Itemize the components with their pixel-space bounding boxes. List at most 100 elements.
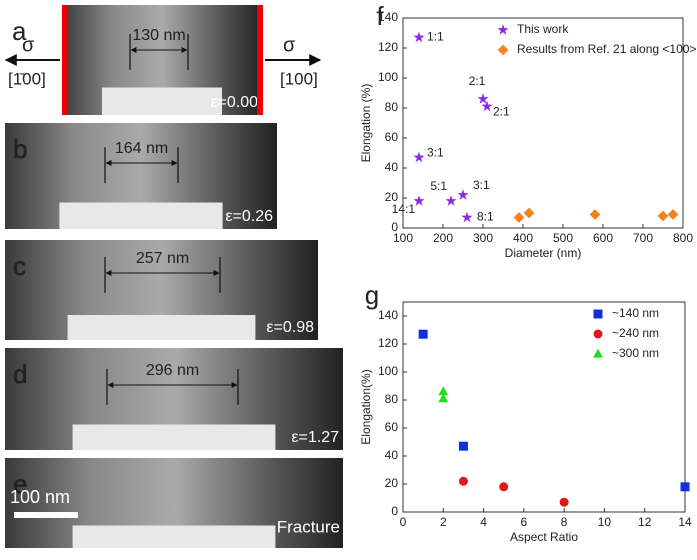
- point: [458, 441, 468, 451]
- point: [523, 207, 535, 219]
- point: [413, 151, 425, 163]
- y-tick-label: 120: [378, 336, 398, 350]
- point-label: 8:1: [477, 210, 494, 224]
- point: [413, 31, 425, 43]
- legend-marker: [497, 44, 509, 56]
- point: [418, 329, 428, 339]
- x-tick-label: 14: [678, 515, 692, 529]
- tem-bright: [59, 202, 223, 229]
- y-axis-label: Elongation(%): [359, 369, 373, 444]
- x-tick-label: 8: [561, 515, 568, 529]
- length-label: 130 nm: [132, 27, 185, 44]
- point: [513, 212, 525, 223]
- x-tick-label: 12: [638, 515, 652, 529]
- x-tick-label: 200: [433, 231, 453, 245]
- x-tick-label: 100: [393, 231, 413, 245]
- y-tick-label: 120: [378, 40, 398, 54]
- y-tick-label: 60: [385, 420, 399, 434]
- y-tick-label: 40: [385, 160, 399, 174]
- strain-label: ε=0.26: [225, 208, 273, 225]
- legend-label: ~240 nm: [612, 326, 659, 340]
- tem-bright: [72, 525, 276, 548]
- panel-letter: e: [13, 469, 27, 499]
- y-tick-label: 140: [378, 308, 398, 322]
- point: [458, 476, 468, 486]
- y-tick-label: 80: [385, 100, 399, 114]
- point-label: 1:1: [427, 30, 444, 44]
- point: [438, 393, 449, 403]
- direction-label: [100]: [280, 69, 318, 88]
- strain-label: ε=1.27: [291, 429, 339, 446]
- point: [457, 189, 469, 200]
- point-label: 3:1: [473, 178, 490, 192]
- stress-symbol: σ: [22, 34, 35, 56]
- scale-bar: [14, 512, 78, 518]
- strain-label: ε=0.98: [266, 319, 314, 336]
- panel-letter: b: [13, 134, 27, 164]
- point: [589, 209, 601, 220]
- x-tick-label: 800: [673, 231, 693, 245]
- point: [680, 482, 690, 492]
- y-tick-label: 140: [378, 10, 398, 24]
- point: [657, 210, 669, 222]
- x-tick-label: 2: [440, 515, 447, 529]
- point: [461, 211, 473, 223]
- scale-label: 100 nm: [10, 487, 70, 507]
- plot-frame: [402, 17, 684, 229]
- legend-marker: [593, 309, 603, 319]
- x-tick-label: 400: [513, 231, 533, 245]
- direction-label: [1̄00]: [8, 69, 46, 88]
- point: [438, 386, 449, 396]
- y-tick-label: 20: [385, 476, 399, 490]
- x-tick-label: 10: [598, 515, 612, 529]
- point: [559, 497, 569, 507]
- stress-symbol: σ: [283, 34, 296, 56]
- y-tick-label: 80: [385, 392, 399, 406]
- length-label: 296 nm: [146, 362, 199, 379]
- tem-bright: [72, 424, 276, 450]
- grip: [62, 5, 68, 115]
- panel-letter: c: [13, 251, 26, 281]
- legend-label: ~300 nm: [612, 346, 659, 360]
- x-tick-label: 500: [553, 231, 573, 245]
- panel-letter: g: [365, 280, 379, 310]
- y-tick-label: 20: [385, 190, 399, 204]
- point-label: 2:1: [493, 105, 510, 119]
- x-tick-label: 0: [400, 515, 407, 529]
- x-tick-label: 300: [473, 231, 493, 245]
- point-label: 14:1: [392, 202, 416, 216]
- legend-label: ~140 nm: [612, 306, 659, 320]
- grip: [257, 5, 263, 115]
- point: [499, 482, 509, 492]
- point: [667, 209, 679, 220]
- x-axis-label: Aspect Ratio: [510, 530, 578, 544]
- legend-label: This work: [517, 22, 569, 36]
- x-tick-label: 600: [593, 231, 613, 245]
- x-axis-label: Diameter (nm): [505, 246, 582, 260]
- panel-letter: f: [376, 1, 384, 31]
- y-tick-label: 40: [385, 448, 399, 462]
- y-tick-label: 0: [391, 504, 398, 518]
- point-label: 5:1: [430, 179, 447, 193]
- point: [413, 195, 425, 206]
- x-tick-label: 4: [480, 515, 487, 529]
- y-tick-label: 100: [378, 70, 398, 84]
- point: [481, 100, 493, 112]
- fracture-label: Fracture: [277, 517, 340, 536]
- legend-label: Results from Ref. 21 along <100>: [517, 42, 696, 56]
- legend-marker: [593, 348, 603, 358]
- x-tick-label: 700: [633, 231, 653, 245]
- panel-letter: a: [12, 16, 27, 46]
- panel-letter: d: [13, 359, 27, 389]
- length-label: 257 nm: [136, 250, 189, 267]
- y-axis-label: Elongation (%): [359, 84, 373, 163]
- point: [445, 195, 457, 206]
- y-tick-label: 0: [391, 220, 398, 234]
- point-label: 2:1: [469, 74, 486, 88]
- legend-marker: [497, 24, 509, 35]
- y-tick-label: 100: [378, 364, 398, 378]
- tem-bright: [67, 315, 256, 340]
- x-tick-label: 6: [521, 515, 528, 529]
- point-label: 3:1: [427, 146, 444, 160]
- y-tick-label: 60: [385, 130, 399, 144]
